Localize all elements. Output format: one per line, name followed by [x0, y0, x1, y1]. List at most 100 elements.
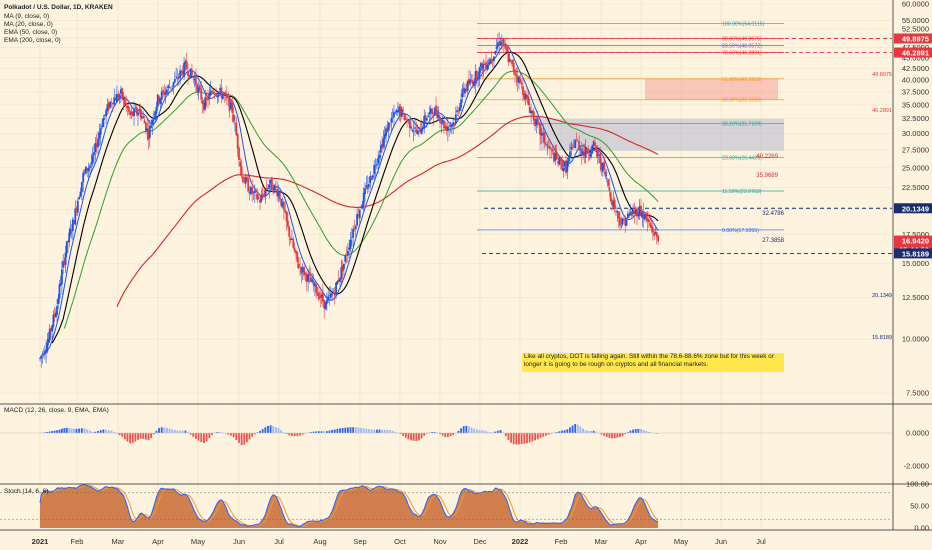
macd-bar [613, 433, 616, 439]
macd-bar [605, 433, 608, 437]
stoch-label[interactable]: Stoch (14, 6, 6) [4, 488, 48, 495]
candle-body [281, 201, 284, 207]
indicator-ema50-label[interactable]: EMA (50, close, 0) [4, 29, 57, 36]
macd-bar [634, 429, 637, 433]
time-label-2: Mar [112, 537, 125, 546]
macd-bar [407, 433, 410, 440]
indicator-ma20-label[interactable]: MA (20, close, 0) [4, 21, 53, 28]
candle-body [586, 148, 588, 154]
price-tick-18: 12.5000 [902, 293, 929, 302]
candle-body [364, 188, 366, 195]
candle-body [328, 295, 331, 296]
macd-bar [584, 430, 587, 433]
price-tag-label-4: 15.8189 [902, 249, 929, 258]
candle-body [39, 358, 41, 359]
candle-body [377, 157, 380, 164]
candle-body [264, 190, 267, 196]
macd-bar [102, 429, 105, 433]
macd-bar [274, 427, 277, 433]
candle-body [490, 58, 493, 61]
annotation-note[interactable]: Like all cryptos, DOT is falling again. … [522, 353, 784, 373]
candle-body [308, 273, 311, 276]
macd-bar [65, 427, 68, 433]
macd-bar [150, 433, 153, 439]
macd-bar [603, 433, 606, 436]
candle-body [630, 211, 633, 216]
indicator-ema200-label[interactable]: EMA (200, close, 0) [4, 37, 61, 44]
macd-bar [70, 428, 73, 433]
candle-body [619, 217, 621, 226]
time-label-4: May [191, 537, 205, 546]
candle-body [486, 64, 489, 70]
candle-body [197, 87, 200, 93]
candle-body [101, 125, 103, 128]
candle-body [508, 58, 511, 62]
macd-bar [433, 431, 436, 433]
macd-bar [637, 428, 640, 433]
candle-body [423, 115, 426, 129]
candle-body [223, 94, 226, 95]
candle-body [382, 138, 385, 147]
candle-body [141, 116, 143, 119]
candle-body [612, 201, 615, 207]
candle-body [126, 106, 129, 109]
macd-bar [600, 433, 603, 435]
candle-body [649, 223, 652, 227]
macd-bar [452, 433, 455, 436]
price-tag-2 [894, 203, 932, 214]
candle-body [493, 56, 495, 61]
macd-bar [611, 433, 613, 439]
price-tick-20: 7.5000 [906, 389, 929, 398]
candle-body [185, 60, 188, 70]
price-tag-label-1: 46.2891 [902, 49, 929, 58]
candle-body [515, 74, 518, 77]
candle-body [360, 206, 362, 208]
candle-body [346, 250, 349, 256]
candle-body [273, 185, 276, 191]
candle-body [352, 228, 355, 238]
macd-bar [320, 431, 323, 433]
candle-body [522, 86, 524, 95]
zone-gray-bottom-label: 27.3858 [762, 238, 784, 244]
macd-bar [211, 433, 213, 436]
macd-bar [282, 432, 285, 433]
candle-body [259, 199, 261, 203]
time-label-1: Feb [71, 537, 84, 546]
zone-red-top-label: 40.2269 [756, 154, 778, 160]
macd-bar [299, 433, 301, 436]
candle-body [160, 91, 163, 100]
macd-bar [58, 429, 61, 433]
macd-bar [189, 433, 192, 435]
candle-body [166, 89, 168, 94]
macd-bar [312, 431, 315, 433]
candle-body [204, 97, 207, 109]
macd-bar [441, 433, 444, 436]
candle-body [559, 158, 562, 161]
candle-body [580, 148, 583, 155]
candle-body [252, 191, 255, 193]
macd-label[interactable]: MACD (12, 26, close, 9, EMA, EMA) [4, 407, 109, 414]
candle-body [312, 281, 315, 286]
indicator-ma9-label[interactable]: MA (9, close, 0) [4, 13, 49, 20]
candle-body [603, 161, 606, 170]
candle-body [437, 114, 440, 118]
candle-body [217, 92, 220, 97]
macd-bar [78, 428, 81, 433]
macd-bar [240, 433, 243, 446]
candle-body [234, 122, 236, 124]
candle-body [325, 299, 328, 304]
candle-body [295, 250, 297, 254]
macd-bar [63, 428, 66, 433]
candle-body [238, 147, 240, 161]
candle-body [404, 117, 407, 119]
candle-body [440, 122, 443, 124]
time-label-18: Jul [756, 537, 766, 546]
macd-bar [582, 428, 585, 433]
candle-body [146, 128, 149, 132]
candle-body [50, 328, 52, 331]
candle-body [587, 153, 590, 155]
candle-body [45, 349, 47, 353]
candle-body [436, 110, 439, 119]
price-tick-2: 52.5000 [902, 24, 929, 33]
